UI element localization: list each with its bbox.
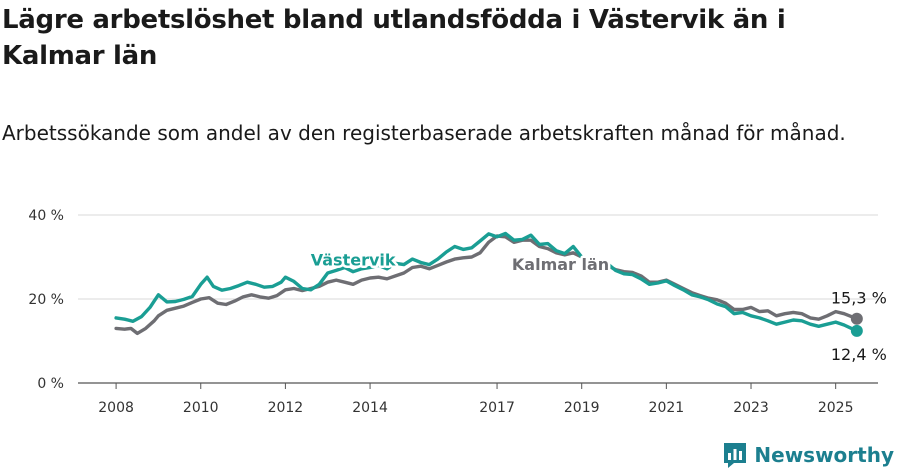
y-tick-label: 40 %	[28, 208, 64, 224]
series-label-kalmar-lan: Kalmar län	[512, 255, 609, 274]
series-line-kalmar-lan	[114, 234, 859, 336]
newsworthy-logo-icon	[724, 443, 747, 468]
y-axis-ticks: 0 % 20 % 40 %	[28, 208, 64, 392]
end-label-vastervik: 12,4 %	[831, 345, 887, 364]
x-tick-label: 2008	[98, 400, 134, 416]
x-tick-label: 2025	[818, 400, 854, 416]
x-tick-label: 2012	[268, 400, 304, 416]
brand-name: Newsworthy	[754, 443, 894, 467]
series-line-vastervik	[114, 231, 859, 333]
y-tick-label: 0 %	[37, 376, 64, 392]
x-tick-label: 2017	[479, 400, 515, 416]
x-tick-label: 2019	[564, 400, 600, 416]
brand: Newsworthy	[722, 441, 894, 469]
x-tick-label: 2023	[733, 400, 769, 416]
chart-subtitle: Arbetssökande som andel av den registerb…	[2, 121, 846, 145]
series-labels: 15,3 % 12,4 % Västervik Kalmar län	[308, 248, 887, 364]
x-tick-label: 2014	[352, 400, 388, 416]
line-chart: 0 % 20 % 40 % 2008 2010 2012 2014 2017 2019 2021…	[28, 208, 887, 416]
series-lines	[114, 231, 863, 337]
x-tick-label: 2010	[183, 400, 219, 416]
series-label-vastervik: Västervik	[311, 251, 396, 270]
y-tick-label: 20 %	[28, 292, 64, 308]
end-point-kalmar-lan	[850, 312, 863, 325]
end-label-kalmar-lan: 15,3 %	[831, 289, 887, 308]
chart-title: Lägre arbetslöshet bland utlandsfödda i …	[2, 5, 786, 71]
end-point-vastervik	[850, 324, 863, 337]
x-tick-label: 2021	[649, 400, 685, 416]
x-axis: 2008 2010 2012 2014 2017 2019 2021 2023 2025	[98, 383, 853, 416]
